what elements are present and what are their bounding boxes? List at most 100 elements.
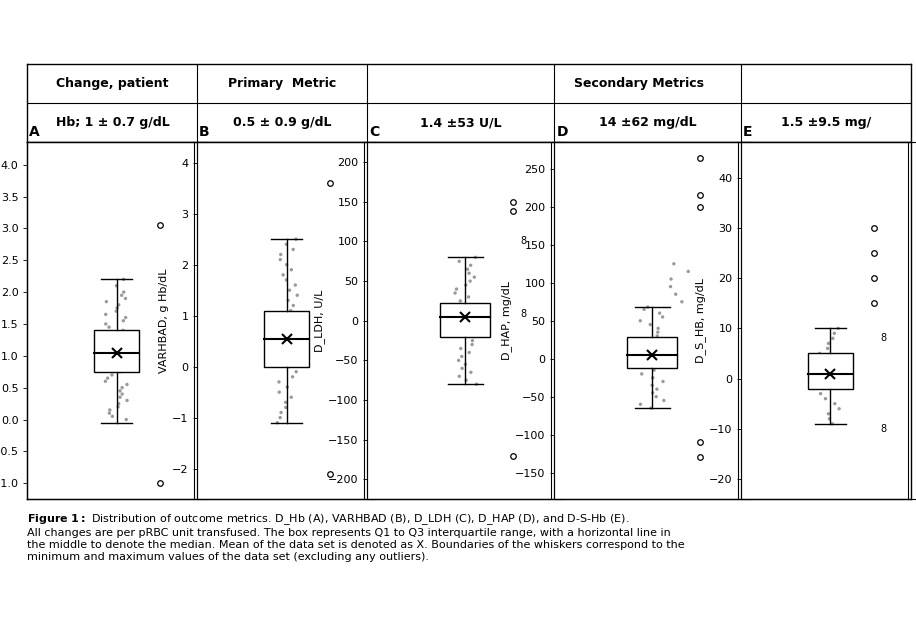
Point bbox=[832, 404, 846, 414]
Point bbox=[823, 353, 837, 364]
Point bbox=[469, 328, 484, 338]
Point bbox=[114, 348, 129, 358]
Text: 14 ±62 mg/dL: 14 ±62 mg/dL bbox=[599, 116, 697, 129]
Point bbox=[271, 310, 286, 321]
Point bbox=[277, 331, 291, 341]
Point bbox=[463, 276, 477, 286]
Point bbox=[452, 256, 466, 266]
Point bbox=[108, 338, 123, 348]
Text: Secondary Metrics: Secondary Metrics bbox=[574, 77, 704, 90]
Point bbox=[286, 300, 300, 310]
Bar bbox=[93, 330, 139, 372]
Point bbox=[469, 379, 484, 389]
Point bbox=[279, 351, 294, 362]
Point bbox=[452, 371, 466, 381]
Point bbox=[272, 316, 287, 326]
Point bbox=[451, 300, 465, 310]
Point bbox=[459, 375, 474, 385]
Point bbox=[108, 344, 123, 355]
Point bbox=[821, 408, 835, 419]
Text: Change, patient: Change, patient bbox=[56, 77, 169, 90]
Point bbox=[114, 383, 129, 393]
Point bbox=[120, 380, 135, 390]
Point bbox=[821, 343, 835, 353]
Point bbox=[453, 296, 467, 306]
Text: 8: 8 bbox=[520, 309, 527, 319]
Point bbox=[281, 362, 296, 372]
Point bbox=[118, 312, 133, 323]
Point bbox=[664, 274, 679, 284]
Point bbox=[462, 292, 476, 302]
Point bbox=[270, 418, 285, 428]
Point bbox=[271, 356, 286, 367]
Point bbox=[637, 304, 651, 314]
Point bbox=[100, 373, 114, 383]
Point bbox=[98, 376, 113, 387]
Point bbox=[114, 328, 128, 339]
Text: B: B bbox=[199, 125, 210, 139]
Text: 1.5 ±9.5 mg/: 1.5 ±9.5 mg/ bbox=[781, 116, 871, 129]
Point bbox=[663, 282, 678, 292]
Text: 1.4 ±53 U/L: 1.4 ±53 U/L bbox=[420, 116, 502, 129]
Point bbox=[117, 360, 132, 371]
Point bbox=[447, 304, 462, 314]
Point bbox=[275, 326, 289, 336]
Point bbox=[650, 323, 665, 333]
Text: $\bf{Figure\ 1:}$ Distribution of outcome metrics. D_Hb (A), VARHBAD (B), D_LDH : $\bf{Figure\ 1:}$ Distribution of outcom… bbox=[27, 512, 685, 562]
Point bbox=[645, 342, 660, 353]
Point bbox=[289, 336, 303, 346]
Point bbox=[283, 305, 298, 316]
Point bbox=[282, 285, 297, 295]
Point bbox=[273, 255, 288, 265]
Point bbox=[98, 309, 113, 319]
Point bbox=[825, 358, 840, 369]
Point bbox=[645, 380, 660, 390]
Point bbox=[116, 316, 131, 326]
Point bbox=[467, 272, 482, 282]
Point bbox=[656, 376, 671, 387]
Point bbox=[454, 364, 469, 374]
Point bbox=[289, 290, 304, 300]
Point bbox=[119, 415, 134, 425]
Point bbox=[114, 389, 129, 399]
Point bbox=[818, 394, 833, 404]
Y-axis label: D_HAP, mg/dL: D_HAP, mg/dL bbox=[501, 281, 512, 360]
Point bbox=[105, 412, 120, 422]
Point bbox=[643, 319, 658, 330]
Point bbox=[644, 339, 659, 349]
Point bbox=[468, 319, 483, 330]
Point bbox=[831, 323, 845, 333]
Point bbox=[466, 312, 481, 322]
Point bbox=[827, 399, 842, 409]
Point bbox=[825, 333, 840, 344]
Point bbox=[113, 392, 127, 403]
Point bbox=[110, 303, 125, 313]
Point bbox=[277, 346, 291, 356]
Point bbox=[272, 387, 287, 397]
Text: 8: 8 bbox=[520, 236, 527, 246]
Point bbox=[105, 341, 120, 351]
Point bbox=[102, 322, 116, 332]
Bar bbox=[627, 337, 677, 368]
Point bbox=[834, 369, 848, 379]
Point bbox=[274, 408, 289, 418]
Point bbox=[116, 287, 131, 297]
Point bbox=[640, 302, 655, 312]
Point bbox=[278, 397, 293, 408]
Point bbox=[674, 297, 689, 307]
Point bbox=[273, 413, 288, 423]
Point bbox=[284, 265, 299, 275]
Point bbox=[831, 374, 845, 384]
Point bbox=[118, 293, 133, 303]
Point bbox=[284, 392, 299, 403]
Point bbox=[278, 403, 293, 413]
Text: E: E bbox=[743, 125, 753, 139]
Point bbox=[109, 280, 124, 291]
Point bbox=[288, 280, 302, 290]
Point bbox=[635, 369, 649, 379]
Point bbox=[648, 361, 662, 371]
Point bbox=[287, 341, 301, 351]
Point bbox=[827, 328, 842, 339]
Point bbox=[813, 364, 828, 374]
Point bbox=[656, 357, 671, 367]
